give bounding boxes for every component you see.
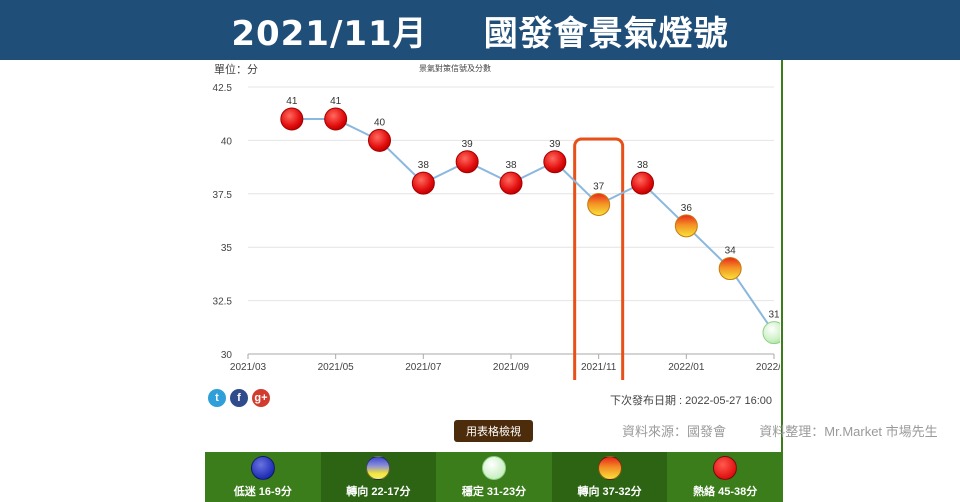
legend-item-green: 穩定 31-23分 <box>436 452 552 502</box>
legend-label: 轉向 37-32分 <box>577 485 642 498</box>
social-share: t f g+ <box>208 389 270 407</box>
data-point[interactable] <box>499 171 523 195</box>
yellow-red-signal-icon <box>597 455 622 480</box>
x-tick-label: 2021/07 <box>405 362 442 373</box>
google-plus-icon[interactable]: g+ <box>252 389 270 407</box>
next-release-date: 下次發布日期 : 2022-05-27 16:00 <box>609 395 772 407</box>
line-chart: 42.5 40 37.5 35 32.5 30 2021/03 2021/05 2021/07… <box>213 83 780 380</box>
x-tick-label: 2021/09 <box>493 362 530 373</box>
y-tick-label: 40 <box>221 136 233 147</box>
table-view-button[interactable]: 用表格檢視 <box>454 420 533 442</box>
green-signal-icon <box>481 455 506 480</box>
data-label: 38 <box>418 160 430 171</box>
y-tick-label: 32.5 <box>213 297 233 308</box>
data-label: 36 <box>681 203 693 214</box>
data-label: 39 <box>462 139 474 150</box>
legend-item-yellow-blue: 轉向 22-17分 <box>320 452 437 502</box>
signal-legend: 低迷 16-9分 轉向 22-17分 穩定 31-23分 轉向 37-32分 熱… <box>205 452 783 502</box>
data-point[interactable] <box>631 171 654 195</box>
data-label: 41 <box>286 96 298 107</box>
y-tick-label: 42.5 <box>213 83 233 94</box>
y-tick-label: 30 <box>221 350 233 361</box>
divider-line <box>781 60 783 452</box>
data-point[interactable] <box>718 257 742 281</box>
data-label: 40 <box>374 117 386 128</box>
highlight-box <box>573 137 625 380</box>
chart-title: 景氣對策信號及分數 <box>419 64 491 73</box>
data-label: 31 <box>768 310 780 321</box>
legend-label: 低迷 16-9分 <box>233 485 292 498</box>
y-tick-label: 37.5 <box>213 190 233 201</box>
compiled-by: 資料整理：Mr.Market 市場先生 <box>759 424 938 439</box>
yellow-blue-signal-icon <box>366 455 391 480</box>
x-tick-label: 2022/01 <box>668 362 705 373</box>
legend-item-red: 熱絡 45-38分 <box>667 452 783 502</box>
data-point[interactable] <box>762 321 780 345</box>
data-point[interactable] <box>324 107 348 131</box>
header-banner: 2021/11月 國發會景氣燈號 <box>0 0 960 60</box>
header-title: 國發會景氣燈號 <box>483 13 729 54</box>
x-tick-label: 2022/03 <box>756 362 780 373</box>
twitter-icon[interactable]: t <box>208 389 226 407</box>
data-label: 37 <box>593 181 605 192</box>
legend-label: 熱絡 45-38分 <box>693 485 758 498</box>
x-tick-label: 2021/11 <box>581 362 617 373</box>
blue-signal-icon <box>250 455 275 480</box>
legend-label: 轉向 22-17分 <box>346 485 411 498</box>
facebook-icon[interactable]: f <box>230 389 248 407</box>
data-point[interactable] <box>455 150 479 174</box>
legend-item-yellow-red: 轉向 37-32分 <box>551 452 668 502</box>
data-point[interactable] <box>674 214 698 238</box>
legend-item-blue: 低迷 16-9分 <box>205 452 321 502</box>
data-point[interactable] <box>587 192 611 216</box>
data-label: 39 <box>549 139 561 150</box>
data-label: 38 <box>505 160 517 171</box>
data-point[interactable] <box>543 150 567 174</box>
data-label: 38 <box>637 160 649 171</box>
data-point[interactable] <box>368 128 391 152</box>
data-point[interactable] <box>280 107 304 131</box>
legend-label: 穩定 31-23分 <box>461 485 527 498</box>
x-tick-label: 2021/05 <box>318 362 355 373</box>
data-source: 資料來源：國發會 <box>622 424 727 439</box>
data-point[interactable] <box>411 171 435 195</box>
x-tick-label: 2021/03 <box>230 362 267 373</box>
source-note: 資料來源：國發會 資料整理：Mr.Market 市場先生 <box>622 421 938 440</box>
y-tick-label: 35 <box>221 243 233 254</box>
data-label: 34 <box>725 246 737 257</box>
red-signal-icon <box>713 455 738 480</box>
unit-label: 單位：分 <box>214 64 258 76</box>
header-date: 2021/11月 <box>231 13 428 54</box>
data-label: 41 <box>330 96 342 107</box>
